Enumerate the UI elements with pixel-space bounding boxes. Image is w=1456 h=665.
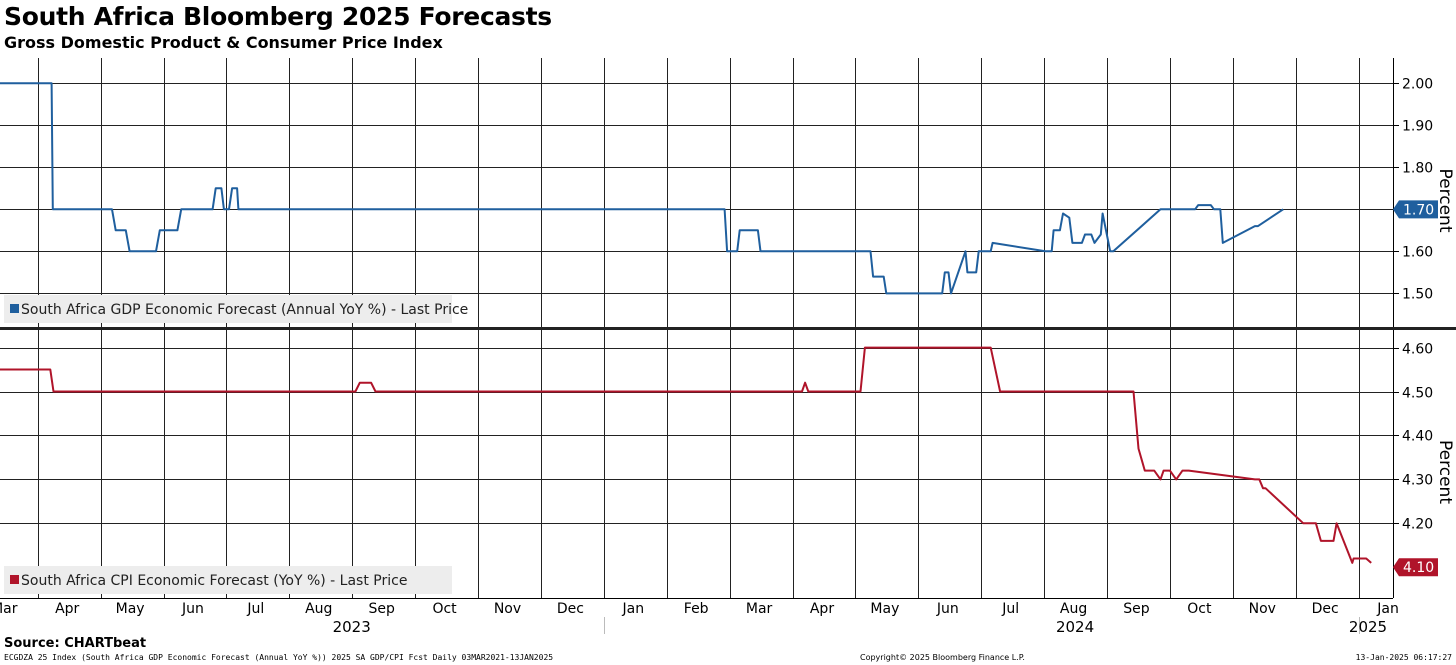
gdp-ylabel: Percent: [1435, 169, 1455, 233]
ticker-note: ECGDZA 25 Index (South Africa GDP Econom…: [4, 653, 554, 662]
panel-separator: [0, 327, 1456, 330]
x-month-label: Sep: [1123, 601, 1150, 617]
x-month-label: Nov: [494, 601, 521, 617]
gdp-ytick-label: 1.80: [1402, 161, 1433, 177]
x-month-label: Aug: [1060, 601, 1087, 617]
cpi-ylabel: Percent: [1435, 440, 1455, 504]
x-month-label: Dec: [557, 601, 584, 617]
cpi-ytick-label: 4.40: [1402, 429, 1433, 445]
x-month-label: May: [870, 601, 899, 617]
x-month-label: Jun: [936, 601, 959, 617]
x-month-label: Jul: [246, 601, 264, 617]
gdp-ytick-label: 1.90: [1402, 119, 1433, 135]
cpi-last-value-label: 4.10: [1403, 560, 1434, 576]
cpi-last-value-tag: [1393, 558, 1438, 577]
x-month-label: Oct: [432, 601, 457, 617]
source-note: Source: CHARTbeat: [4, 636, 147, 651]
gdp-last-value-tag: [1393, 200, 1438, 219]
gdp-ytick-label: 2.00: [1402, 77, 1433, 93]
cpi-ytick-label: 4.20: [1402, 517, 1433, 533]
gdp-legend-text: South Africa GDP Economic Forecast (Annu…: [21, 302, 468, 318]
x-month-label: Jan: [621, 601, 644, 617]
x-month-label: Jan: [1376, 601, 1399, 617]
cpi-legend-box: [4, 566, 452, 594]
chart-subtitle: Gross Domestic Product & Consumer Price …: [4, 33, 443, 52]
x-month-label: Nov: [1249, 601, 1276, 617]
x-month-label: Apr: [810, 601, 834, 617]
cpi-legend-text: South Africa CPI Economic Forecast (YoY …: [21, 573, 407, 589]
cpi-ytick-label: 4.30: [1402, 473, 1433, 489]
cpi-series-line: [0, 346, 1372, 564]
x-month-label: Mar: [746, 601, 773, 617]
gdp-series-line: [0, 82, 1284, 295]
x-month-label: Mar: [0, 601, 18, 617]
x-month-label: Aug: [305, 601, 332, 617]
x-month-label: Jun: [181, 601, 204, 617]
x-year-label: 2025: [1349, 618, 1387, 636]
chart-title: South Africa Bloomberg 2025 Forecasts: [4, 2, 552, 31]
x-month-label: Sep: [368, 601, 395, 617]
x-month-label: May: [116, 601, 145, 617]
cpi-legend-swatch: [10, 575, 19, 584]
timestamp: 13-Jan-2025 06:17:27: [1355, 653, 1452, 662]
gdp-ytick-label: 1.60: [1402, 245, 1433, 261]
gdp-legend-swatch: [10, 304, 19, 313]
x-month-label: Oct: [1187, 601, 1212, 617]
x-month-label: Jul: [1001, 601, 1019, 617]
gdp-legend-box: [4, 295, 452, 323]
copyright-note: Copyright© 2025 Bloomberg Finance L.P.: [860, 653, 1025, 662]
cpi-ytick-label: 4.50: [1402, 386, 1433, 402]
cpi-ytick-label: 4.60: [1402, 342, 1433, 358]
gdp-ytick-label: 1.50: [1402, 287, 1433, 303]
x-year-label: 2024: [1056, 618, 1094, 636]
gdp-last-value-label: 1.70: [1403, 202, 1434, 218]
x-month-label: Dec: [1312, 601, 1339, 617]
x-month-label: Apr: [55, 601, 79, 617]
x-month-label: Feb: [684, 601, 709, 617]
x-year-label: 2023: [333, 618, 371, 636]
